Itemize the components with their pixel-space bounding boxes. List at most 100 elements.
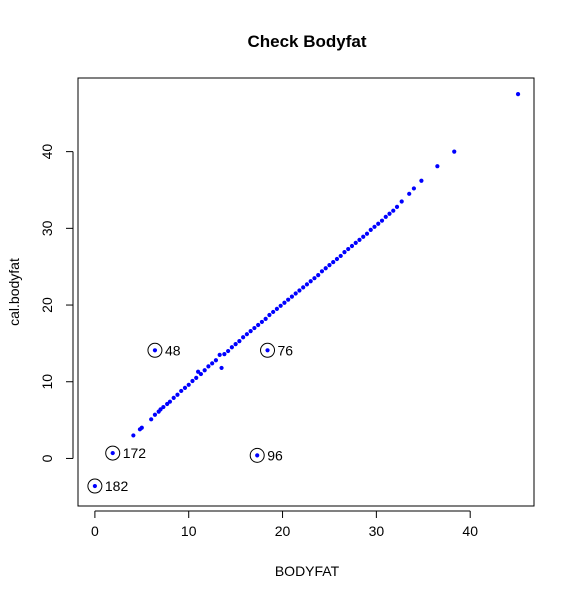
data-point <box>158 407 163 412</box>
data-point <box>202 368 207 373</box>
data-point <box>407 191 412 196</box>
data-point <box>342 250 347 255</box>
data-point <box>139 425 144 430</box>
x-tick-label: 10 <box>181 523 197 539</box>
data-point <box>255 453 260 458</box>
data-point <box>161 404 166 410</box>
highlight-circle <box>105 445 121 461</box>
data-point <box>267 312 272 318</box>
data-point <box>198 371 204 377</box>
data-point <box>248 329 253 334</box>
data-point <box>179 388 184 394</box>
data-point <box>252 325 257 331</box>
highlighted-points: 48 76 172 96 182 <box>87 342 294 494</box>
data-point <box>190 378 195 384</box>
data-point <box>383 214 388 219</box>
data-point <box>301 285 306 290</box>
data-point <box>312 276 317 281</box>
data-point <box>271 309 276 315</box>
y-tick-label: 30 <box>39 220 55 236</box>
data-point <box>331 259 336 265</box>
data-point <box>149 417 154 422</box>
data-point <box>399 199 404 204</box>
data-point <box>194 375 199 381</box>
data-point <box>372 224 377 229</box>
data-point <box>364 231 370 236</box>
plot-frame <box>77 77 535 507</box>
data-point <box>327 263 332 268</box>
highlight-circle <box>249 447 265 463</box>
y-tick-label: 10 <box>39 374 55 390</box>
x-axis-label: BODYFAT <box>275 563 340 579</box>
data-point <box>394 204 400 209</box>
highlight-circle <box>87 478 103 494</box>
data-point <box>293 291 298 296</box>
data-points <box>92 92 521 489</box>
highlight-label: 76 <box>278 342 294 358</box>
data-point <box>379 218 385 223</box>
data-point <box>210 361 215 366</box>
data-point <box>259 319 265 325</box>
data-point <box>289 294 295 299</box>
data-point <box>411 186 417 191</box>
data-point <box>256 322 261 328</box>
data-point <box>226 348 231 354</box>
data-point <box>349 243 355 249</box>
data-point <box>308 279 313 284</box>
data-point <box>167 399 173 404</box>
data-point <box>452 149 457 154</box>
data-point <box>319 269 325 274</box>
data-point <box>152 412 158 417</box>
data-point <box>387 211 392 216</box>
data-point <box>110 450 115 456</box>
data-point <box>419 178 424 183</box>
data-point <box>219 365 224 371</box>
x-axis: 0 10 20 30 40 <box>91 510 478 539</box>
data-point <box>244 332 249 337</box>
highlight-circle <box>147 342 163 358</box>
data-point <box>241 335 246 340</box>
data-point <box>304 282 310 287</box>
x-tick-label: 30 <box>369 523 385 539</box>
data-point <box>131 433 136 438</box>
data-point <box>368 227 373 232</box>
data-point <box>274 306 280 311</box>
data-point <box>361 234 366 239</box>
x-tick-label: 20 <box>275 523 291 539</box>
data-point <box>435 164 440 169</box>
highlight-label: 182 <box>105 478 129 494</box>
data-point <box>263 316 268 321</box>
data-point <box>175 392 180 397</box>
data-point <box>195 369 201 374</box>
y-tick-label: 0 <box>39 454 55 462</box>
data-point <box>338 253 343 259</box>
data-point <box>229 345 234 350</box>
x-tick-label: 0 <box>91 523 99 539</box>
data-point <box>92 483 97 489</box>
data-point <box>152 348 158 353</box>
data-point <box>182 385 188 390</box>
x-tick-label: 40 <box>462 523 478 539</box>
y-axis: 0 10 20 30 40 <box>39 144 74 462</box>
data-point <box>206 364 211 369</box>
data-point <box>278 303 283 308</box>
data-point <box>376 221 381 226</box>
y-tick-label: 40 <box>39 144 55 160</box>
data-point <box>165 401 170 407</box>
y-tick-label: 20 <box>39 297 55 313</box>
chart-title: Check Bodyfat <box>247 32 366 51</box>
highlight-circle <box>260 342 276 358</box>
data-point <box>217 352 222 357</box>
data-point <box>286 297 291 302</box>
data-point <box>222 352 227 357</box>
y-axis-label: cal.bodyfat <box>6 258 22 326</box>
data-point <box>346 246 351 252</box>
data-point <box>282 300 287 305</box>
data-point <box>265 348 270 353</box>
highlight-label: 172 <box>123 445 147 461</box>
data-point <box>233 342 238 347</box>
highlight-label: 96 <box>267 447 283 463</box>
data-point <box>237 338 242 344</box>
data-point <box>334 256 340 262</box>
